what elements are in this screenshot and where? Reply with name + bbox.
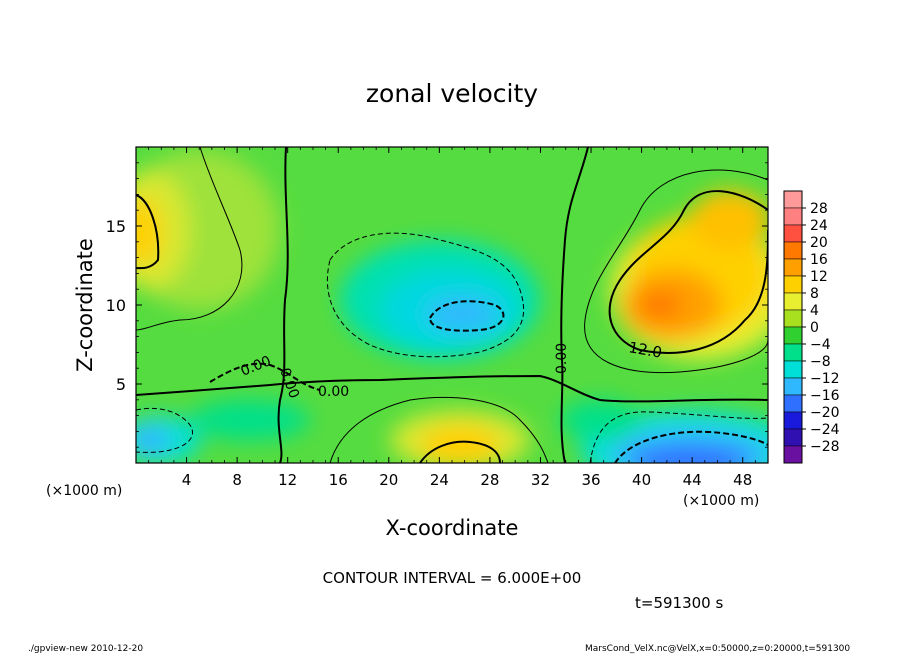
footer-right: MarsCond_VelX.nc@VelX,x=0:50000,z=0:2000…: [585, 644, 850, 654]
y-tick-label: 10: [106, 296, 126, 315]
contour-zero-right: [560, 147, 589, 463]
colorbar-swatch: [783, 343, 803, 362]
colorbar-label: 20: [810, 235, 828, 251]
colorbar-swatch: [783, 326, 803, 345]
contour-12-lowercenter: [419, 440, 501, 463]
x-tick-label: 16: [329, 471, 348, 489]
colorbar-label: −4: [810, 337, 831, 353]
x-unit-right: (×1000 m): [683, 493, 759, 509]
contour-neg6-lowerleft: [136, 407, 193, 453]
contour-12-upperleft: [136, 194, 160, 270]
colorbar-label: −28: [810, 439, 840, 455]
colorbar-swatch: [783, 411, 803, 430]
contour-interval-text: CONTOUR INTERVAL = 6.000E+00: [323, 569, 582, 587]
contour-lines: [136, 147, 768, 463]
contour-label: 0.00: [318, 384, 349, 400]
contour-neg6-center: [326, 232, 525, 358]
colorbar-label: 28: [810, 201, 828, 217]
x-tick-label: 8: [232, 471, 242, 489]
colorbar-swatch: [783, 360, 803, 379]
colorbar-label: 24: [810, 218, 828, 234]
colorbar-swatch: [783, 207, 803, 226]
colorbar-swatch: [783, 275, 803, 294]
x-tick-label: 32: [531, 471, 550, 489]
contour-neg12-center: [428, 300, 505, 332]
colorbar-label: −24: [810, 422, 840, 438]
colorbar-swatch: [783, 428, 803, 447]
colorbar-label: −8: [810, 354, 831, 370]
contour-zero-lower: [136, 374, 768, 403]
colorbar-swatch: [783, 190, 803, 209]
colorbar-label: 0: [810, 320, 819, 336]
x-axis: 4 8 12 16 20 24 28 32 36 40 44 48: [148, 147, 756, 489]
colorbar-label: −16: [810, 388, 840, 404]
plot-area: 0.00 0.00 0.00 0.00 12.0: [136, 147, 768, 463]
footer-left: ./gpview-new 2010-12-20: [28, 644, 143, 654]
colorbar-swatch: [783, 224, 803, 243]
contour-neg12-lowerright: [614, 430, 768, 463]
contour-6-right: [584, 169, 768, 374]
colorbar-label: 4: [810, 303, 819, 319]
colorbar-swatch: [783, 292, 803, 311]
x-tick-label: 48: [733, 471, 752, 489]
y-axis-title: Z-coordinate: [73, 238, 97, 372]
colorbar-label: 16: [810, 252, 828, 268]
colorbar-label: −12: [810, 371, 840, 387]
y-tick-label: 5: [116, 375, 126, 394]
contour-6-upperleft: [136, 147, 243, 331]
x-tick-label: 28: [480, 471, 499, 489]
contour-labels: 0.00 0.00 0.00 0.00 12.0: [239, 338, 664, 400]
colorbar-swatch: [783, 241, 803, 260]
contour-6-lower: [329, 396, 549, 463]
contour-neg6-lowerright: [589, 411, 768, 463]
x-tick-label: 44: [683, 471, 702, 489]
contour-zero-left: [277, 147, 289, 463]
contour-12-right: [608, 190, 768, 354]
colorbar-swatch: [783, 258, 803, 277]
x-tick-label: 20: [379, 471, 398, 489]
x-tick-label: 12: [278, 471, 297, 489]
contour-zero-wiggle: [209, 362, 321, 391]
x-unit-left: (×1000 m): [46, 483, 122, 499]
colorbar-swatch: [783, 309, 803, 328]
x-tick-label: 40: [632, 471, 651, 489]
x-tick-label: 24: [430, 471, 449, 489]
contour-label: 0.00: [554, 343, 570, 374]
y-tick-label: 15: [106, 217, 126, 236]
y-axis: 5 10 15: [106, 162, 768, 448]
x-tick-label: 36: [581, 471, 600, 489]
colorbar-label: 12: [810, 269, 828, 285]
colorbar-swatch: [783, 394, 803, 413]
x-axis-title: X-coordinate: [386, 516, 519, 540]
colorbar-swatch: [783, 445, 803, 464]
chart-title: zonal velocity: [366, 79, 538, 108]
time-text: t=591300 s: [635, 594, 723, 612]
x-tick-label: 4: [182, 471, 192, 489]
colorbar-label: −20: [810, 405, 840, 421]
contour-label: 12.0: [627, 338, 663, 362]
colorbar-label: 8: [810, 286, 819, 302]
colorbar-swatch: [783, 377, 803, 396]
